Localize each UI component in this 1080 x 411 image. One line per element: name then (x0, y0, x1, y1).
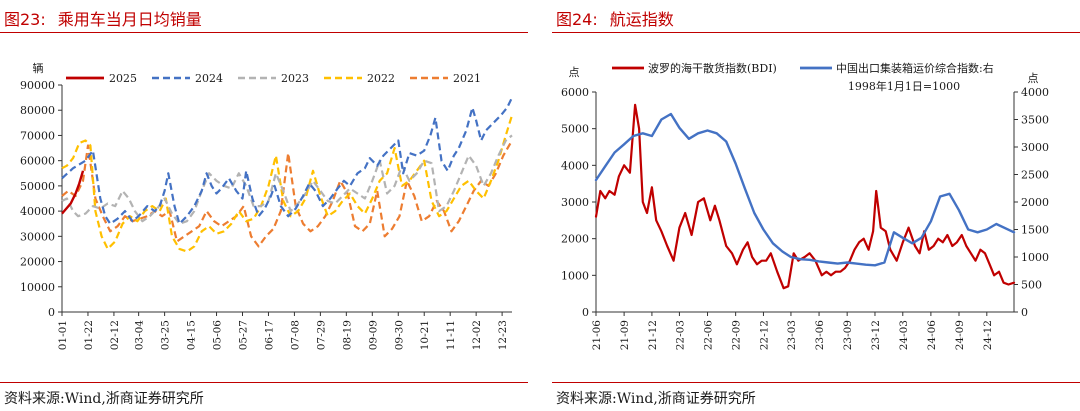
left-y-tick-label: 3000 (561, 196, 589, 209)
figure-23-top-rule (0, 32, 528, 33)
x-tick-label: 23-12 (870, 320, 882, 350)
x-tick-label: 22-09 (731, 320, 743, 350)
x-tick-label: 12-23 (497, 320, 509, 350)
x-tick-label: 08-19 (341, 320, 353, 350)
x-tick-label: 21-12 (647, 320, 659, 350)
right-y-tick-label: 3500 (1021, 114, 1049, 127)
figure-24-label: 图24: (556, 10, 598, 29)
x-tick-label: 09-30 (393, 320, 405, 350)
x-tick-label: 10-21 (419, 320, 431, 350)
y-tick-label: 20000 (20, 256, 55, 269)
figure-24-source: 资料来源:Wind,浙商证券研究所 (556, 391, 756, 407)
series-line-2024 (61, 97, 513, 225)
right-axis-unit-label: 点 (1028, 72, 1039, 85)
figure-23-title-text: 乘用车当月日均销量 (57, 10, 202, 29)
x-tick-label: 07-08 (289, 320, 301, 350)
x-tick-label: 07-29 (315, 320, 327, 350)
figure-24-panel: 图24: 航运指数 点 点 0 1000 2000 3000 4000 5000 6000 0 500… (552, 0, 1080, 411)
left-y-tick-label: 4000 (561, 159, 589, 172)
x-tick-label: 01-22 (83, 320, 95, 350)
y-tick-label: 90000 (20, 79, 55, 92)
right-y-tick-label: 1000 (1021, 251, 1049, 264)
y-tick-label: 40000 (20, 205, 55, 218)
x-tick-label: 05-27 (237, 320, 249, 350)
figure-23-label: 图23: (4, 10, 46, 29)
series-line-2023 (61, 134, 513, 225)
figure-24-top-rule (552, 32, 1080, 33)
y-tick-label: 10000 (20, 281, 55, 294)
right-y-tick-label: 0 (1021, 306, 1028, 319)
y-tick-label: 0 (48, 306, 55, 319)
x-tick-label: 23-09 (842, 320, 854, 350)
series-line-bdi (594, 103, 1016, 290)
x-tick-label: 01-01 (57, 320, 69, 350)
x-tick-label: 12-02 (471, 320, 483, 350)
y-axis-unit-label: 辆 (33, 61, 44, 75)
legend-label-bdi: 波罗的海干散货指数(BDI) (648, 61, 777, 75)
figure-23-source: 资料来源:Wind,浙商证券研究所 (4, 391, 204, 407)
series-line-2025 (61, 170, 85, 215)
y-tick-label: 50000 (20, 180, 55, 193)
right-y-tick-label: 2500 (1021, 169, 1049, 182)
x-tick-label: 24-06 (926, 320, 938, 351)
legend-label-2024: 2024 (195, 72, 223, 85)
legend-label-2023: 2023 (281, 72, 309, 85)
figure-24-title: 图24: 航运指数 (556, 6, 674, 30)
right-y-tick-label: 1500 (1021, 224, 1049, 237)
y-tick-label: 70000 (20, 129, 55, 142)
left-y-tick-label: 5000 (561, 123, 589, 136)
right-y-tick-label: 2000 (1021, 196, 1049, 209)
x-tick-label: 23-06 (814, 320, 826, 351)
left-y-tick-label: 0 (582, 306, 589, 319)
legend-label-ccfi: 中国出口集装箱运价综合指数:右 (836, 61, 994, 75)
x-tick-label: 05-06 (212, 320, 224, 351)
series-line-2022 (61, 114, 514, 253)
x-tick-label: 11-11 (445, 320, 457, 350)
figure-24-title-text: 航运指数 (609, 10, 674, 29)
x-tick-label: 24-09 (954, 320, 966, 350)
figure-23-panel: 图23: 乘用车当月日均销量 辆 0 10000 20000 30000 40000 5000… (0, 0, 528, 411)
right-y-tick-label: 4000 (1021, 86, 1049, 99)
x-tick-label: 24-12 (982, 320, 994, 350)
figure-23-title: 图23: 乘用车当月日均销量 (4, 6, 202, 30)
x-tick-label: 23-03 (786, 320, 798, 350)
left-y-tick-label: 1000 (561, 269, 589, 282)
left-axis-unit-label: 点 (569, 66, 580, 79)
x-tick-label: 04-15 (186, 320, 198, 350)
left-y-tick-label: 6000 (561, 86, 589, 99)
figure-23-bottom-rule (0, 382, 528, 383)
x-tick-label: 21-09 (619, 320, 631, 350)
x-tick-label: 22-12 (758, 320, 770, 350)
right-y-tick-label: 3000 (1021, 141, 1049, 154)
x-tick-label: 02-12 (109, 320, 121, 350)
x-tick-label: 22-03 (674, 320, 686, 350)
x-tick-label: 06-17 (263, 320, 275, 350)
legend-label-2025: 2025 (109, 72, 137, 85)
legend-label-2021: 2021 (453, 72, 481, 85)
passenger-car-sales-chart: 辆 0 10000 20000 30000 40000 50000 60000 70000 800… (20, 61, 514, 351)
x-tick-label: 21-06 (591, 320, 603, 351)
legend-label-2022: 2022 (367, 72, 395, 85)
x-tick-label: 09-09 (367, 320, 379, 350)
y-tick-label: 30000 (20, 230, 55, 243)
legend-label-ccfi-subtitle: 1998年1月1日=1000 (848, 79, 960, 93)
right-y-tick-label: 500 (1021, 279, 1042, 292)
series-line-ccfi (594, 112, 1016, 267)
series-line-2021 (61, 139, 513, 248)
x-tick-label: 22-06 (703, 320, 715, 351)
x-tick-label: 03-04 (134, 320, 146, 351)
x-tick-label: 03-25 (160, 320, 172, 350)
left-y-tick-label: 2000 (561, 233, 589, 246)
y-tick-label: 80000 (20, 104, 55, 117)
x-tick-label: 24-03 (898, 320, 910, 350)
figure-24-bottom-rule (552, 382, 1080, 383)
shipping-index-chart: 点 点 0 1000 2000 3000 4000 5000 6000 0 500 1000 1500 2… (561, 61, 1049, 351)
y-tick-label: 60000 (20, 155, 55, 168)
